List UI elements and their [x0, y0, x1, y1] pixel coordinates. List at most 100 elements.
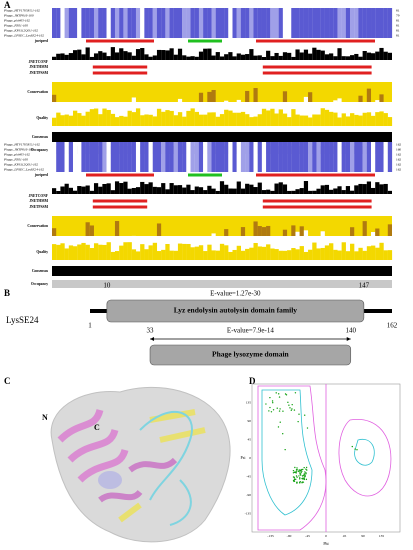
residue-point: [277, 393, 280, 395]
quality-bar: [194, 246, 200, 260]
quality-bar: [211, 112, 216, 126]
domain: [149, 344, 352, 366]
alignment-column: [194, 142, 200, 172]
conservation-bar: [350, 227, 355, 236]
conf-bar: [81, 186, 86, 194]
quality-bar: [324, 109, 330, 126]
quality-bar: [106, 109, 111, 126]
track-label: Quality: [36, 250, 48, 254]
residue-point: [291, 403, 293, 406]
domain-name: Phage lysozyme domain: [212, 350, 289, 359]
quality-bar: [240, 250, 246, 260]
alignment-column: [287, 8, 292, 38]
contours: [257, 384, 392, 532]
conf-bar: [224, 184, 229, 194]
alignment-column: [379, 8, 384, 38]
quality-bar: [270, 248, 275, 260]
residue-point: [295, 470, 298, 472]
residue-point: [292, 469, 295, 472]
conf-bar: [194, 56, 199, 60]
alignment-column: [186, 142, 191, 172]
conf-bar: [371, 53, 376, 60]
quality-bar: [148, 114, 153, 126]
x-tick-label: -90: [287, 534, 292, 538]
consensus-bar: [52, 132, 392, 142]
alignment-column: [119, 8, 124, 38]
conf-bar: [333, 188, 338, 194]
conf-bar: [52, 56, 57, 60]
alignment-column: [177, 8, 183, 38]
sequence-name: Phage_KPS112QO1-162: [3, 28, 38, 32]
alignment-column: [68, 142, 74, 172]
quality-bar: [52, 117, 57, 126]
conf-bar: [148, 182, 153, 194]
quality-bar: [64, 248, 69, 260]
alignment-column: [362, 8, 367, 38]
alignment-column: [64, 8, 69, 38]
residue-point: [305, 466, 308, 469]
quality-bar: [156, 108, 162, 126]
residue-point: [294, 392, 297, 394]
quality-bar: [282, 250, 288, 260]
sequence-end: 160: [396, 147, 401, 151]
conf-bar: [295, 49, 300, 60]
domain-start: 33: [147, 327, 155, 335]
alignment-column: [211, 8, 216, 38]
alignment-column: [127, 8, 132, 38]
quality-bar: [308, 249, 313, 260]
sequence-name: Phage_KPS112QO1-162: [3, 162, 38, 166]
alignment-column: [282, 8, 288, 38]
alignment-column: [303, 142, 309, 172]
quality-bar: [266, 244, 271, 260]
x-tick-label: -45: [305, 534, 310, 538]
track-label: JNETCONF: [29, 194, 49, 198]
quality-bar: [152, 116, 158, 126]
quality-bar: [114, 251, 120, 260]
conf-bar: [106, 183, 111, 194]
conservation-bar: [177, 98, 183, 102]
conf-bar: [123, 51, 128, 60]
alignment-column: [135, 142, 141, 172]
residue-point: [356, 449, 358, 451]
alignment-column: [358, 8, 363, 38]
quality-bar: [56, 244, 61, 260]
alignment-column: [131, 8, 137, 38]
panel-label: B: [4, 288, 10, 298]
quality-bar: [316, 248, 321, 260]
quality-bar: [198, 245, 204, 260]
residue-point: [284, 393, 287, 395]
conf-bar: [119, 48, 124, 60]
alignment-column: [240, 142, 246, 172]
quality-bar: [173, 250, 179, 260]
quality-bar: [358, 247, 363, 260]
quality-bar: [350, 113, 355, 126]
quality-bar: [278, 109, 283, 126]
quality-bar: [56, 112, 61, 126]
conservation-bar: [358, 95, 363, 102]
alignment-column: [177, 142, 183, 172]
x-tick-label: 90: [361, 534, 365, 538]
conf-bar: [224, 54, 229, 60]
sequence-name: Phage_phi465-162: [3, 18, 30, 22]
conf-bar: [60, 53, 65, 60]
track-label: JNETPSSM: [29, 205, 48, 209]
conf-bar: [257, 55, 262, 60]
conservation-bar: [387, 224, 392, 236]
alignment-column: [316, 142, 321, 172]
conf-bar: [186, 56, 191, 60]
quality-bar: [295, 249, 300, 260]
quality-bar: [102, 244, 107, 260]
quality-bar: [123, 242, 128, 260]
residue-point: [272, 409, 275, 411]
conf-bar: [135, 187, 141, 194]
alignment-column: [123, 142, 128, 172]
alignment-column: [203, 142, 208, 172]
alignment-column: [198, 142, 204, 172]
quality-bar: [102, 108, 107, 126]
y-tick-label: 90: [248, 419, 252, 423]
quality-bar: [341, 242, 346, 260]
conf-bar: [68, 53, 73, 60]
conf-bar: [366, 181, 372, 194]
conservation-bar: [85, 222, 90, 236]
conf-bar: [127, 52, 132, 60]
